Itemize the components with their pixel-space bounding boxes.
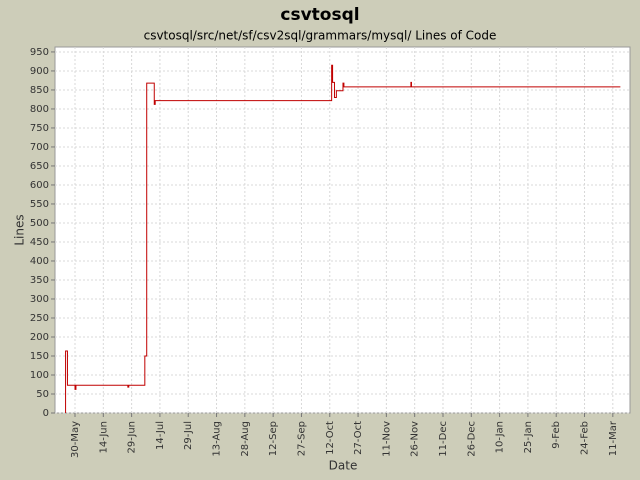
x-tick-label: 26-Dec — [466, 421, 477, 457]
y-tick-label: 700 — [30, 142, 49, 153]
y-tick-label: 800 — [30, 104, 49, 115]
chart-title: csvtosql — [280, 5, 359, 25]
y-tick-label: 100 — [30, 370, 49, 381]
x-tick-label: 14-Jun — [98, 421, 109, 454]
x-tick-label: 11-Mar — [608, 420, 619, 456]
x-tick-label: 9-Feb — [551, 421, 562, 449]
y-tick-label: 150 — [30, 351, 49, 362]
x-tick-label: 27-Oct — [353, 421, 364, 455]
x-tick-label: 12-Oct — [325, 421, 336, 455]
y-tick-label: 250 — [30, 313, 49, 324]
x-tick-label: 24-Feb — [580, 421, 591, 455]
y-tick-label: 850 — [30, 85, 49, 96]
y-tick-label: 900 — [30, 66, 49, 77]
x-tick-label: 13-Aug — [212, 421, 223, 457]
x-tick-label: 29-Jun — [127, 421, 138, 454]
y-tick-label: 200 — [30, 332, 49, 343]
x-tick-label: 10-Jan — [495, 421, 506, 453]
x-tick-label: 25-Jan — [523, 421, 534, 453]
x-tick-label: 12-Sep — [268, 421, 279, 456]
y-tick-label: 300 — [30, 294, 49, 305]
x-tick-label: 14-Jul — [155, 421, 166, 450]
x-tick-label: 30-May — [70, 421, 81, 458]
y-tick-label: 350 — [30, 275, 49, 286]
x-tick-label: 11-Dec — [438, 421, 449, 457]
y-tick-label: 750 — [30, 123, 49, 134]
x-tick-label: 27-Sep — [296, 421, 307, 456]
data-line — [65, 64, 621, 413]
y-tick-label: 0 — [43, 408, 49, 419]
y-tick-label: 500 — [30, 218, 49, 229]
y-tick-label: 50 — [36, 389, 49, 400]
y-tick-label: 550 — [30, 199, 49, 210]
y-tick-label: 400 — [30, 256, 49, 267]
y-tick-label: 950 — [30, 47, 49, 58]
y-axis-label: Lines — [13, 214, 27, 245]
plot-area — [54, 46, 631, 414]
x-tick-label: 26-Nov — [410, 421, 421, 457]
x-axis-label: Date — [329, 459, 358, 473]
chart-subtitle: csvtosql/src/net/sf/csv2sql/grammars/mys… — [144, 29, 497, 43]
y-tick-label: 650 — [30, 161, 49, 172]
x-tick-label: 28-Aug — [240, 421, 251, 457]
y-tick-label: 450 — [30, 237, 49, 248]
x-tick-label: 29-Jul — [183, 421, 194, 450]
x-tick-label: 11-Nov — [381, 421, 392, 457]
y-tick-label: 600 — [30, 180, 49, 191]
